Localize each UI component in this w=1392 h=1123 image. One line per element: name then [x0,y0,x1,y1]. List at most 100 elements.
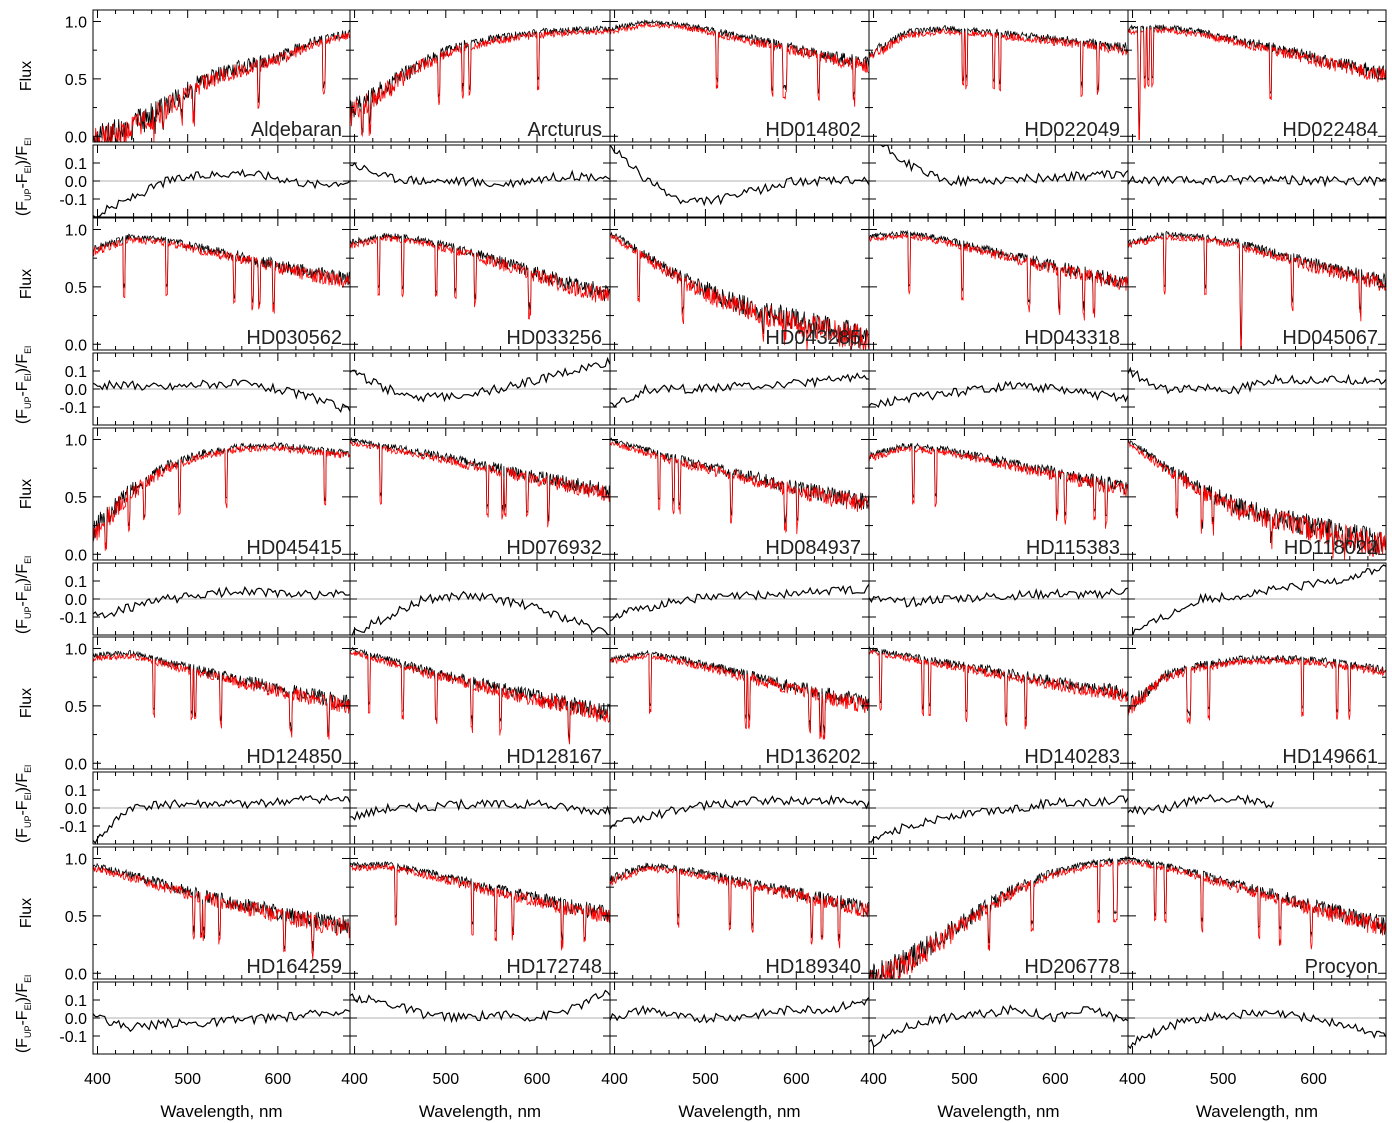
x-axis-label: Wavelength, nm [419,1102,541,1121]
star-name: HD014802 [765,119,861,141]
label-part: -F [14,591,31,606]
panel-HD045067: HD045067 [1127,217,1387,426]
star-name: HD045415 [246,537,342,559]
x-axis-label: Wavelength, nm [937,1102,1059,1121]
x-tick-label: 400 [341,1071,368,1088]
x-tick-label: 600 [783,1071,810,1088]
panel-HD043285: HD043285 [609,217,870,426]
residual-tick-label: 0.0 [65,1011,87,1028]
x-tick-label: 500 [174,1071,201,1088]
label-part: (F [14,828,31,843]
flux-tick-label: 0.0 [65,337,87,354]
x-tick-label: 400 [860,1071,887,1088]
label-part: -F [14,173,31,188]
subscript: El [23,165,33,173]
x-tick-label: 600 [265,1071,292,1088]
residual-tick-label: -0.1 [59,819,87,836]
model-spectrum [868,649,1129,730]
model-spectrum [349,439,611,528]
residual-line [1128,564,1387,636]
subscript: El [23,346,33,354]
subscript: El [23,556,33,564]
observed-spectrum [349,232,611,312]
panel-HD043318: HD043318 [868,217,1129,426]
residual-tick-label: 0.1 [65,156,87,173]
residual-axis-label: (FUP-FEl)/FEl [14,556,33,634]
model-spectrum [349,863,611,951]
star-name: HD128167 [506,746,602,768]
observed-spectrum [609,19,870,99]
label-part: )/F [14,564,31,584]
flux-frame [1127,846,1387,980]
panel-HD118022: HD118022 [1127,427,1387,636]
x-tick-label: 600 [524,1071,551,1088]
observed-spectrum [92,441,351,549]
star-name: HD030562 [246,327,342,349]
star-name: HD140283 [1024,746,1120,768]
residual-line [349,356,611,403]
observed-spectrum [1127,230,1387,340]
model-spectrum [609,22,870,107]
residual-line [869,144,1129,187]
residual-line [92,168,351,218]
panel-HD045415: HD045415 [92,427,351,636]
flux-axis-label: Flux [18,688,35,718]
subscript: UP [23,607,33,620]
residual-line [350,590,611,636]
residual-axis-label: (FUP-FEl)/FEl [14,138,33,216]
x-tick-label: 600 [1300,1071,1327,1088]
residual-tick-label: 0.1 [65,783,87,800]
x-tick-label: 400 [601,1071,628,1088]
flux-tick-label: 0.0 [65,756,87,773]
observed-spectrum [92,862,351,954]
residual-line [868,1004,1129,1048]
label-part: )/F [14,354,31,374]
star-name: HD124850 [246,746,342,768]
residual-line [868,587,1129,608]
model-spectrum [609,865,870,949]
residual-tick-label: 0.0 [65,174,87,191]
x-tick-label: 500 [1210,1071,1237,1088]
flux-tick-label: 0.5 [65,909,87,926]
residual-line [1127,174,1387,188]
star-name: HD136202 [765,746,861,768]
panel-HD206778: HD206778 [868,846,1129,1055]
residual-line [349,161,611,189]
label-part: (F [14,1038,31,1053]
flux-tick-label: 0.5 [65,699,87,716]
residual-line [609,583,870,622]
residual-line [868,380,1129,409]
residual-tick-label: 0.0 [65,382,87,399]
panel-HD136202: HD136202 [609,636,870,845]
panel-HD030562: HD030562 [92,217,351,426]
residual-tick-label: 0.1 [65,574,87,591]
model-spectrum [868,27,1129,97]
residual-line [349,989,611,1024]
panel-HD115383: HD115383 [868,427,1129,636]
panel-HD084937: HD084937 [609,427,870,636]
x-tick-label: 400 [1119,1071,1146,1088]
panel-HD189340: HD189340 [609,846,870,1055]
panel-Aldebaran: Aldebaran [92,9,351,218]
star-name: HD043318 [1024,327,1120,349]
residual-line [868,795,1129,843]
model-spectrum [349,650,611,745]
panel-Arcturus: Arcturus [349,9,611,218]
x-axis-label: Wavelength, nm [678,1102,800,1121]
flux-tick-label: 0.5 [65,72,87,89]
star-name: HD164259 [246,956,342,978]
model-spectrum [609,441,870,535]
flux-frame [1127,9,1387,143]
flux-frame [1127,636,1387,770]
x-axis-label: Wavelength, nm [160,1102,282,1121]
subscript: El [23,373,33,381]
residual-tick-label: -0.1 [59,192,87,209]
residual-line [92,586,351,619]
label-part: (F [14,201,31,216]
label-part: -F [14,1010,31,1025]
residual-line [92,1009,351,1033]
residual-line [609,372,869,408]
panel-HD164259: HD164259 [92,846,351,1055]
observed-spectrum [609,231,870,348]
observed-spectrum [1127,654,1387,717]
